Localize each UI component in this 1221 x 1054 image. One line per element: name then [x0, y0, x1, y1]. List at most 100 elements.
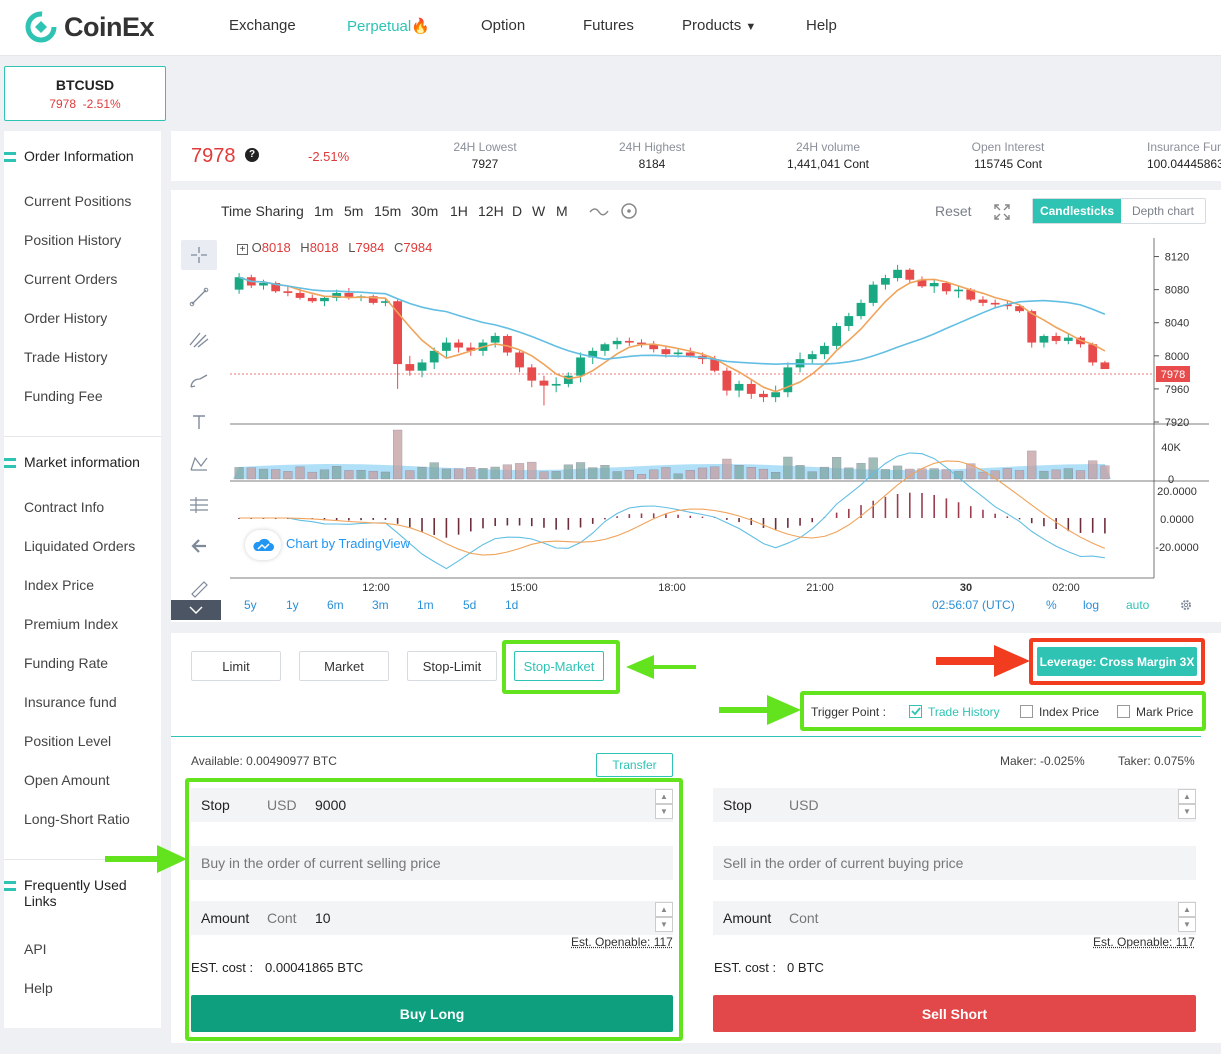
tradingview-link[interactable]: Chart by TradingView [286, 536, 411, 551]
trigger-mark-price[interactable]: Mark Price [1117, 705, 1193, 719]
tab-limit[interactable]: Limit [191, 651, 281, 681]
sidebar-item-open-amount[interactable]: Open Amount [24, 772, 110, 788]
sell-amount-field[interactable]: Amount Cont ▲ ▼ [713, 901, 1196, 935]
stepper-down-icon[interactable]: ▼ [1178, 917, 1196, 932]
buy-long-button[interactable]: Buy Long [191, 995, 673, 1032]
buy-stop-value[interactable]: 9000 [315, 797, 347, 813]
buy-amount-stepper[interactable]: ▲ ▼ [655, 902, 673, 934]
range-3m[interactable]: 3m [372, 598, 389, 612]
checkbox-icon[interactable] [1117, 705, 1130, 718]
add-indicator-icon[interactable]: + [237, 244, 248, 255]
buy-stop-price-field[interactable]: Stop USD 9000 ▲ ▼ [191, 788, 673, 822]
candlestick-chart[interactable]: 8120 8080 8040 8000 7960 7920 7978 40K 020.0000 0… [171, 190, 1221, 622]
candlesticks-tab[interactable]: Candlesticks [1033, 199, 1121, 223]
stepper-up-icon[interactable]: ▲ [1178, 902, 1196, 917]
utc-clock[interactable]: 02:56:07 (UTC) [932, 598, 1015, 612]
range-1y[interactable]: 1y [286, 598, 299, 612]
fullscreen-icon[interactable] [993, 203, 1011, 221]
timeframe-15m[interactable]: 15m [374, 203, 402, 219]
wave-icon[interactable] [588, 203, 610, 219]
stepper-up-icon[interactable]: ▲ [655, 902, 673, 917]
sidebar-item-order-history[interactable]: Order History [24, 310, 108, 326]
sell-stop-price-field[interactable]: Stop USD ▲ ▼ [713, 788, 1196, 822]
coinex-logo[interactable]: CoinEx [24, 10, 155, 44]
stepper-up-icon[interactable]: ▲ [655, 789, 673, 804]
log-scale-toggle[interactable]: log [1083, 598, 1100, 612]
collapse-toolbar-button[interactable] [171, 600, 221, 620]
timeframe-1h[interactable]: 1H [450, 203, 468, 219]
stepper-up-icon[interactable]: ▲ [1178, 789, 1196, 804]
percent-scale-toggle[interactable]: % [1046, 598, 1057, 612]
nav-option[interactable]: Option [481, 17, 526, 34]
timeframe-5m[interactable]: 5m [344, 203, 364, 219]
sidebar-item-funding-fee[interactable]: Funding Fee [24, 388, 103, 404]
stepper-down-icon[interactable]: ▼ [655, 804, 673, 819]
range-1d[interactable]: 1d [505, 598, 519, 612]
sidebar-item-current-orders[interactable]: Current Orders [24, 271, 118, 287]
buy-stop-stepper[interactable]: ▲ ▼ [655, 789, 673, 821]
sidebar-item-long-short-ratio[interactable]: Long-Short Ratio [24, 811, 130, 827]
sidebar-item-current-positions[interactable]: Current Positions [24, 193, 132, 209]
sidebar-item-contract-info[interactable]: Contract Info [24, 499, 105, 515]
sidebar-item-position-history[interactable]: Position History [24, 232, 122, 248]
transfer-button[interactable]: Transfer [596, 753, 673, 777]
buy-amount-field[interactable]: Amount Cont 10 ▲ ▼ [191, 901, 673, 935]
timeframe-m[interactable]: M [556, 203, 568, 219]
tab-stop-market[interactable]: Stop-Market [514, 651, 604, 681]
timeframe-12h[interactable]: 12H [478, 203, 504, 219]
stepper-down-icon[interactable]: ▼ [1178, 804, 1196, 819]
depth-chart-tab[interactable]: Depth chart [1131, 204, 1195, 218]
sidebar-item-insurance-fund[interactable]: Insurance fund [24, 694, 117, 710]
checkbox-icon[interactable] [1020, 705, 1033, 718]
ruler-tool-icon[interactable] [181, 574, 217, 604]
trendline-tool-icon[interactable] [181, 282, 217, 312]
trigger-index-price[interactable]: Index Price [1020, 705, 1099, 719]
timeframe-1m[interactable]: 1m [314, 203, 334, 219]
sell-amount-stepper[interactable]: ▲ ▼ [1178, 902, 1196, 934]
sidebar-item-trade-history[interactable]: Trade History [24, 349, 108, 365]
sidebar-item-api[interactable]: API [24, 941, 47, 957]
sidebar-item-position-level[interactable]: Position Level [24, 733, 112, 749]
pattern-tool-icon[interactable] [181, 449, 217, 479]
tab-stop-limit[interactable]: Stop-Limit [407, 651, 497, 681]
leverage-button[interactable]: Leverage: Cross Margin 3X [1037, 647, 1197, 676]
sell-short-button[interactable]: Sell Short [713, 995, 1196, 1032]
sidebar-item-liquidated-orders[interactable]: Liquidated Orders [24, 538, 136, 554]
range-1m[interactable]: 1m [417, 598, 434, 612]
stepper-down-icon[interactable]: ▼ [655, 917, 673, 932]
brush-tool-icon[interactable] [181, 366, 217, 396]
nav-perpetual[interactable]: Perpetual🔥 [347, 17, 430, 35]
timeframe-30m[interactable]: 30m [411, 203, 439, 219]
timeframe-d[interactable]: D [512, 203, 523, 219]
trigger-trade-history[interactable]: Trade History [909, 705, 1000, 719]
timeframe-w[interactable]: W [532, 203, 546, 219]
range-5y[interactable]: 5y [244, 598, 257, 612]
fib-tool-icon[interactable] [181, 324, 217, 354]
range-6m[interactable]: 6m [327, 598, 344, 612]
settings-gear-icon[interactable] [1179, 598, 1193, 612]
question-circle-icon[interactable]: ? [245, 148, 259, 162]
range-5d[interactable]: 5d [463, 598, 477, 612]
sidebar-item-premium-index[interactable]: Premium Index [24, 616, 119, 632]
back-arrow-icon[interactable] [181, 531, 217, 561]
sidebar-item-help[interactable]: Help [24, 980, 53, 996]
nav-exchange[interactable]: Exchange [229, 17, 296, 34]
indicator-circle-icon[interactable] [620, 202, 638, 220]
nav-products[interactable]: Products ▼ [682, 17, 756, 34]
market-ticker-card[interactable]: BTCUSD 7978 -2.51% [4, 66, 166, 121]
sidebar-item-funding-rate[interactable]: Funding Rate [24, 655, 109, 671]
auto-scale-toggle[interactable]: auto [1126, 598, 1150, 612]
text-tool-icon[interactable] [181, 407, 217, 437]
crosshair-tool-icon[interactable] [181, 240, 217, 270]
volume-bar [246, 467, 256, 480]
buy-amount-value[interactable]: 10 [315, 910, 331, 926]
checkbox-checked-icon[interactable] [909, 705, 922, 718]
tab-market[interactable]: Market [299, 651, 389, 681]
sell-stop-stepper[interactable]: ▲ ▼ [1178, 789, 1196, 821]
nav-futures[interactable]: Futures [583, 17, 634, 34]
timeframe-time-sharing[interactable]: Time Sharing [221, 203, 304, 219]
measure-tool-icon[interactable] [181, 490, 217, 520]
reset-button[interactable]: Reset [935, 203, 972, 219]
sidebar-item-index-price[interactable]: Index Price [24, 577, 95, 593]
nav-help[interactable]: Help [806, 17, 837, 34]
